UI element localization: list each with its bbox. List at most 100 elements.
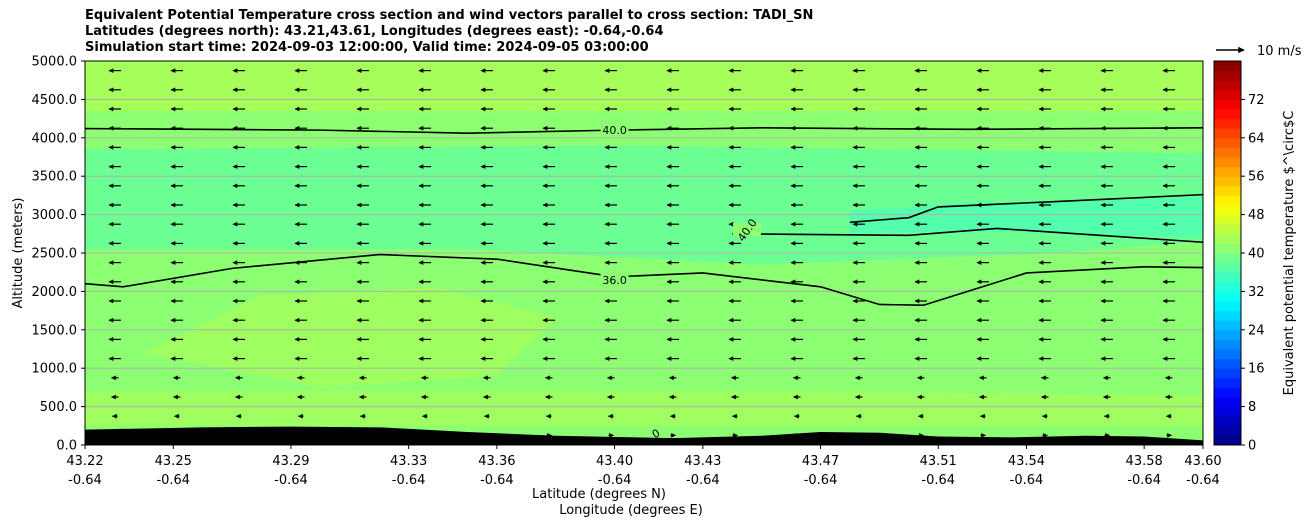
colorbar-tick-label: 56: [1248, 170, 1265, 185]
colorbar-segment: [1214, 157, 1241, 168]
x-tick-label-lon: -0.64: [1186, 473, 1220, 488]
x-tick-label-lat: 43.47: [802, 454, 839, 469]
contour-line: [732, 227, 1204, 244]
x-tick-label-lon: -0.64: [598, 473, 632, 488]
x-tick-label-lat: 43.60: [1184, 454, 1221, 469]
colorbar-segment: [1214, 425, 1241, 436]
colorbar-segment: [1214, 195, 1241, 206]
colorbar-tick-label: 40: [1248, 247, 1265, 262]
x-tick-label-lon: -0.64: [1010, 473, 1044, 488]
x-tick-label-lat: 43.58: [1126, 454, 1163, 469]
wind-vectors: [108, 68, 1175, 438]
y-tick-label: 1500.0: [32, 323, 78, 338]
contour-label-bg: [732, 222, 761, 236]
x-tick-label-lat: 43.36: [478, 454, 515, 469]
x-tick-label-lat: 43.43: [684, 454, 721, 469]
colorbar-segment: [1214, 253, 1241, 264]
contour-line: [84, 253, 1204, 307]
colorbar-segment: [1214, 224, 1241, 235]
chart-title-line-3: Simulation start time: 2024-09-03 12:00:…: [85, 40, 649, 55]
colorbar-segment: [1214, 320, 1241, 331]
colorbar-segment: [1214, 397, 1241, 408]
x-tick-label-lon: -0.64: [68, 473, 102, 488]
colorbar-tick-label: 24: [1248, 323, 1265, 338]
colorbar-segment: [1214, 416, 1241, 427]
colorbar-segment: [1214, 310, 1241, 321]
x-tick-label-lon: -0.64: [804, 473, 838, 488]
field-band-warm: [143, 287, 556, 388]
y-tick-label: 3500.0: [32, 170, 78, 185]
x-tick-label-lon: -0.64: [392, 473, 426, 488]
x-tick-label-lat: 43.40: [596, 454, 633, 469]
colorbar-tick-label: 8: [1248, 400, 1256, 415]
colorbar-segment: [1214, 243, 1241, 254]
colorbar-segment: [1214, 272, 1241, 283]
y-tick-label: 4500.0: [32, 93, 78, 108]
colorbar-segment: [1214, 262, 1241, 273]
contour-label-bg: [600, 272, 629, 286]
colorbar-label: Equivalent potential temperature $^\circ…: [1282, 111, 1297, 396]
chart-title-line-2: Latitudes (degrees north): 43.21,43.61, …: [85, 24, 664, 39]
colorbar-tick-label: 32: [1248, 285, 1265, 300]
colorbar-segment: [1214, 128, 1241, 139]
y-tick-label: 2500.0: [32, 247, 78, 262]
colorbar-segment: [1214, 185, 1241, 196]
colorbar-segment: [1214, 214, 1241, 225]
x-tick-label-lon: -0.64: [686, 473, 720, 488]
colorbar-segment: [1214, 205, 1241, 216]
colorbar-segment: [1214, 61, 1241, 72]
colorbar-tick-label: 72: [1248, 93, 1265, 108]
colorbar-segment: [1214, 281, 1241, 292]
x-tick-label-lat: 43.54: [1008, 454, 1045, 469]
colorbar-segment: [1214, 329, 1241, 340]
colorbar-segment: [1214, 89, 1241, 100]
colorbar-tick-label: 16: [1248, 362, 1265, 377]
colorbar-segment: [1214, 109, 1241, 120]
y-tick-label: 2000.0: [32, 285, 78, 300]
colorbar-segment: [1214, 147, 1241, 158]
colorbar-segment: [1214, 176, 1241, 187]
colorbar-tick-label: 64: [1248, 131, 1265, 146]
x-axis-label-2: Longitude (degrees E): [559, 503, 703, 518]
colorbar-segment: [1214, 233, 1241, 244]
colorbar-segment: [1214, 118, 1241, 129]
y-tick-label: 4000.0: [32, 131, 78, 146]
terrain: [85, 426, 1203, 445]
field-band-upper: [85, 61, 1203, 111]
chart-title-line-1: Equivalent Potential Temperature cross s…: [85, 8, 814, 23]
x-tick-label-lat: 43.51: [920, 454, 957, 469]
colorbar-tick-label: 0: [1248, 439, 1256, 454]
colorbar-segment: [1214, 435, 1241, 446]
contour-label-bg: [600, 123, 629, 137]
colorbar-segment: [1214, 166, 1241, 177]
y-tick-label: 5000.0: [32, 55, 78, 70]
x-tick-label-lat: 43.25: [155, 454, 192, 469]
x-tick-label-lat: 43.29: [272, 454, 309, 469]
colorbar-segment: [1214, 387, 1241, 398]
y-tick-label: 3000.0: [32, 208, 78, 223]
contour-label: 40.0: [602, 124, 627, 137]
x-tick-label-lat: 43.22: [66, 454, 103, 469]
colorbar-segment: [1214, 291, 1241, 302]
x-tick-label-lon: -0.64: [1127, 473, 1161, 488]
y-tick-label: 500.0: [40, 400, 77, 415]
y-tick-label: 0.0: [56, 439, 77, 454]
colorbar-tick-label: 48: [1248, 208, 1265, 223]
contour-line: [849, 193, 1204, 224]
colorbar-segment: [1214, 406, 1241, 417]
colorbar-segment: [1214, 339, 1241, 350]
colorbar-segment: [1214, 99, 1241, 110]
y-tick-label: 1000.0: [32, 362, 78, 377]
x-tick-label-lon: -0.64: [921, 473, 955, 488]
colorbar-segment: [1214, 137, 1241, 148]
x-tick-label-lon: -0.64: [274, 473, 308, 488]
x-axis-label: Latitude (degrees N): [532, 487, 666, 502]
colorbar-segment: [1214, 349, 1241, 360]
colorbar-segment: [1214, 301, 1241, 312]
contour-label: 36.0: [602, 274, 627, 287]
x-tick-label-lat: 43.33: [390, 454, 427, 469]
colorbar-segment: [1214, 80, 1241, 91]
colorbar-segment: [1214, 70, 1241, 81]
colorbar-segment: [1214, 358, 1241, 369]
colorbar-segment: [1214, 377, 1241, 388]
